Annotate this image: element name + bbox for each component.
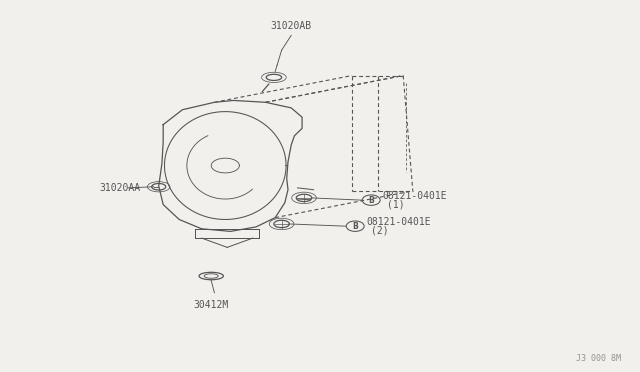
Text: B: B xyxy=(353,222,358,231)
Text: 31020AB: 31020AB xyxy=(271,20,312,31)
Text: (1): (1) xyxy=(387,200,405,209)
Text: 31020AA: 31020AA xyxy=(99,183,140,193)
Text: J3 000 8M: J3 000 8M xyxy=(576,354,621,363)
Text: 30412M: 30412M xyxy=(193,300,229,310)
Text: 08121-0401E: 08121-0401E xyxy=(367,218,431,227)
Text: B: B xyxy=(369,196,374,205)
Text: (2): (2) xyxy=(371,226,389,235)
Text: 08121-0401E: 08121-0401E xyxy=(383,192,447,201)
